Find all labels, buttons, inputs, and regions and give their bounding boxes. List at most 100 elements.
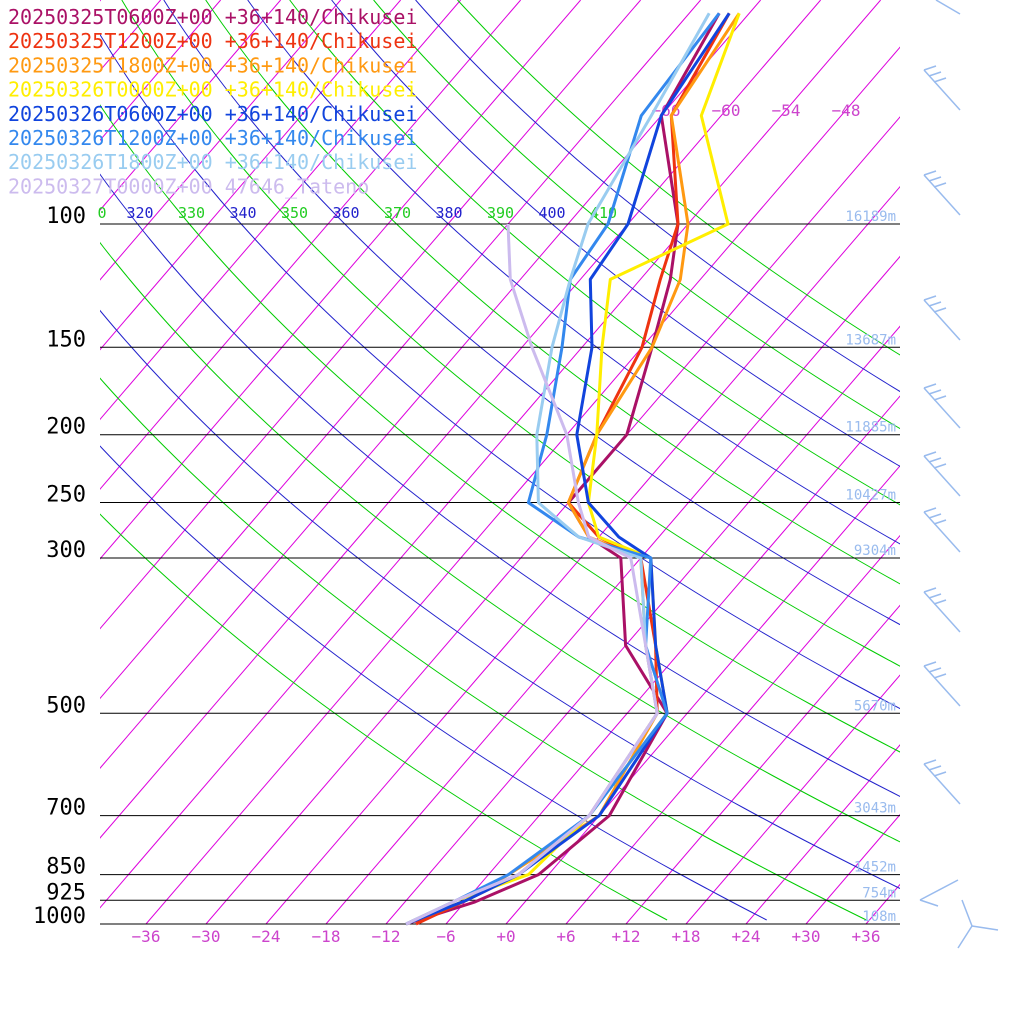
wind-barb-flag [933,463,947,469]
wind-barb-staff [923,69,961,111]
theta-label: 360 [332,204,359,222]
wind-barb-flag [933,771,947,777]
isotherm-line [265,186,900,924]
top-isotherm-label: −60 [712,101,741,120]
dry-adiabat-line [163,0,900,626]
x-tick-label: −30 [192,927,221,946]
top-isotherm-labels: −66 −60 −54 −48 [652,101,861,120]
dry-adiabat-line [100,513,668,921]
wind-barb [923,661,961,707]
x-tick-label: +30 [792,927,821,946]
wind-barb-flag [923,65,937,71]
temperature-axis-labels: −36 −30 −24 −18 −12 −6 +0 +6 +12 +18 +24 +30 +36 [132,927,881,946]
wind-barb-staff [923,387,961,429]
wind-barb-flag [928,765,942,771]
height-label: 5670m [854,698,896,714]
dry-adiabat-line [121,0,900,667]
wind-barbs [919,0,999,949]
dry-adiabat-line [457,0,900,356]
pressure-label: 100 [46,204,86,229]
legend-entry: 20250326T0600Z+00 +36+140/Chikusei [8,102,417,126]
wind-barb [923,759,961,805]
isotherm-line [100,0,282,211]
height-label: 13687m [845,332,896,348]
pressure-label: 1000 [33,904,86,929]
wind-barb-staff [923,511,961,553]
isobar-lines [100,223,900,925]
wind-barb-flag [923,661,937,667]
isotherm-line [805,813,900,924]
legend-entry: 20250325T0600Z+00 +36+140/Chikusei [8,5,417,29]
x-tick-label: −18 [312,927,341,946]
legend-entry: 20250327T0000Z+00 47646_Tateno [8,174,369,198]
wind-barb [923,451,961,497]
dry-adiabat-line [100,241,900,843]
dry-adiabat-line [100,309,900,890]
wind-barb [923,507,961,553]
pressure-label: 925 [46,880,86,905]
pressure-label: 500 [46,693,86,718]
legend-entry: 20250325T1800Z+00 +36+140/Chikusei [8,53,417,77]
wind-barb-flag [933,77,947,83]
theta-label: 380 [435,204,462,222]
wind-barb [923,587,961,633]
isotherm-line [565,534,900,924]
x-tick-label: +12 [612,927,641,946]
isotherm-line [145,46,900,924]
wind-barb [919,879,959,907]
wind-barb-flag [928,667,942,673]
dry-adiabat-line [100,173,900,797]
legend-entry: 20250326T0000Z+00 +36+140/Chikusei [8,78,417,102]
height-label: 11885m [845,420,896,436]
isotherm-line [100,0,522,490]
wind-barb-flag [928,389,942,395]
wind-barb-flag [928,71,942,77]
wind-barb-flag [919,899,939,907]
wind-barb [957,899,999,949]
wind-barb-flag [933,519,947,525]
theta-label: 340 [229,204,256,222]
wind-barb-flag [933,182,947,188]
height-label: 10427m [845,488,896,504]
wind-barb [923,65,961,111]
wind-barb [923,383,961,429]
theta-label: 370 [384,204,411,222]
wind-barb [923,295,961,341]
wind-barb-staff [923,591,961,633]
dry-adiabat-lines [100,0,900,921]
pressure-label: 300 [46,538,86,563]
x-tick-label: −12 [372,927,401,946]
wind-barb-staff [923,299,961,341]
legend-entry: 20250326T1800Z+00 +36+140/Chikusei [8,150,417,174]
wind-barb-flag [923,451,937,457]
wind-barb-flag [928,176,942,182]
wind-barb-staff [923,174,961,216]
isotherm-line [325,255,900,924]
wind-barb-flag [923,759,937,765]
theta-label: 330 [178,204,205,222]
top-isotherm-label: −48 [832,101,861,120]
wind-barb-staff [923,455,961,497]
dry-adiabat-line [289,0,900,506]
height-label: 9304m [854,543,896,559]
isotherm-line [100,0,342,281]
theta-label: 390 [487,204,514,222]
x-tick-label: −24 [252,927,281,946]
isotherm-line [445,395,900,924]
x-tick-label: −36 [132,927,161,946]
isotherm-line [100,0,402,351]
x-tick-label: +36 [852,927,881,946]
dry-adiabat-line [100,33,900,710]
isotherm-line [685,674,900,924]
wind-barb-flag [961,899,973,927]
wind-barb-flag [928,593,942,599]
wind-barb-staff [957,925,973,949]
isotherm-line [100,0,582,560]
isotherm-line [100,0,822,839]
pressure-label: 700 [46,796,86,821]
isotherm-line [745,744,900,924]
x-tick-label: −6 [436,927,455,946]
isotherm-line [100,0,702,700]
